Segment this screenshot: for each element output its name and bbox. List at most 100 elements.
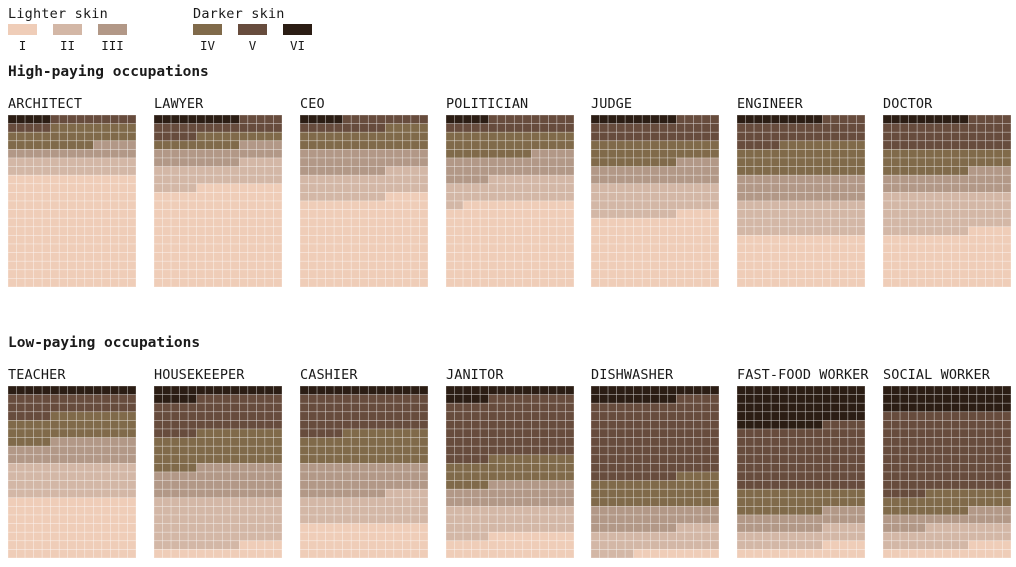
waffle-cell-type-iii [701, 514, 711, 524]
waffle-cell-type-v [624, 445, 634, 456]
waffle-cell-type-iii [701, 174, 711, 185]
waffle-cell-type-i [127, 497, 136, 507]
waffle-cell-type-i [24, 243, 34, 253]
waffle-cell-type-iv [591, 488, 600, 499]
waffle-cell-type-v [633, 420, 643, 430]
waffle-cell-type-vi [745, 402, 755, 413]
waffle-cell-type-i [8, 278, 17, 287]
waffle-cell-type-iv [813, 157, 823, 167]
waffle-cell-type-i [342, 217, 352, 228]
waffle-cell-type-i [204, 217, 215, 228]
waffle-cell-type-v [488, 123, 498, 133]
waffle-cell-type-ii [813, 226, 823, 236]
waffle-cell-type-vi [410, 386, 420, 395]
waffle-cell-type-iii [410, 149, 420, 159]
waffle-cell-type-v [300, 394, 309, 404]
waffle-cell-type-v [33, 394, 43, 404]
waffle-cell-type-v [565, 445, 574, 456]
waffle-cell-type-i [204, 200, 215, 210]
waffle-cell-type-iv [813, 497, 823, 507]
waffle-cell-type-iv [968, 149, 978, 159]
waffle-cell-type-i [230, 192, 240, 202]
waffle-cell-type-iv [933, 488, 944, 499]
waffle-cell-type-ii [419, 183, 428, 193]
waffle-cell-type-iii [221, 157, 232, 167]
waffle-cell-type-v [385, 411, 395, 421]
waffle-cell-type-v [84, 402, 94, 413]
waffle-cell-type-i [359, 549, 369, 558]
waffle-cell-type-iv [273, 131, 282, 142]
waffle-cell-type-iv [162, 445, 172, 456]
waffle-cell-type-iii [641, 174, 652, 185]
waffle-cell-type-iv [204, 445, 215, 456]
waffle-cell-type-v [410, 402, 420, 413]
waffle-cell-type-v [471, 428, 481, 438]
waffle-cell-type-i [58, 506, 69, 516]
waffle-cell-type-vi [162, 386, 172, 395]
waffle-cell-type-i [950, 252, 961, 262]
waffle-cell-type-i [33, 192, 43, 202]
waffle-cell-type-v [770, 463, 780, 473]
waffle-cell-type-v [813, 454, 823, 464]
waffle-cell-type-ii [170, 523, 180, 533]
waffle-cell-type-ii [300, 506, 309, 516]
waffle-cell-type-i [565, 235, 574, 245]
waffle-cell-type-i [127, 174, 136, 185]
waffle-cell-type-iii [376, 480, 386, 490]
waffle-cell-type-ii [419, 166, 428, 176]
waffle-cell-type-v [50, 115, 60, 124]
waffle-cell-type-i [737, 278, 746, 287]
waffle-cell-type-i [213, 260, 223, 271]
waffle-cell-type-i [333, 226, 343, 236]
waffle-cell-type-iv [350, 454, 361, 464]
waffle-cell-type-iii [101, 454, 111, 464]
waffle-cell-type-iii [402, 471, 412, 481]
waffle-cell-type-iv [667, 497, 677, 507]
legend-item-vi: VI [283, 24, 313, 53]
waffle-cell-type-vi [273, 386, 282, 395]
waffle-cell-type-iii [976, 166, 986, 176]
waffle-cell-type-i [993, 549, 1003, 558]
waffle-cell-type-vi [616, 386, 626, 395]
waffle-cell-type-ii [179, 523, 189, 533]
waffle-cell-type-i [33, 217, 43, 228]
waffle-cell-type-vi [813, 402, 823, 413]
waffle-cell-type-v [804, 437, 815, 447]
waffle-cell-type-i [496, 217, 507, 228]
waffle-cell-type-vi [187, 115, 197, 124]
waffle-cell-type-vi [942, 394, 952, 404]
waffle-cell-type-i [462, 226, 472, 236]
waffle-cell-type-ii [8, 166, 17, 176]
waffle-cell-type-v [925, 428, 935, 438]
waffle-cell-type-i [24, 174, 34, 185]
waffle-cell-type-iv [959, 157, 969, 167]
waffle-cell-type-v [813, 471, 823, 481]
waffle-cell-type-iv [230, 140, 240, 150]
waffle-cell-type-ii [162, 174, 172, 185]
waffle-cell-type-i [522, 540, 532, 550]
waffle-cell-type-iv [471, 149, 481, 159]
waffle-cell-type-ii [479, 523, 489, 533]
waffle-cell-type-ii [127, 471, 136, 481]
waffle-cell-type-ii [565, 506, 574, 516]
waffle-cell-type-v [822, 454, 832, 464]
waffle-cell-type-i [24, 226, 34, 236]
waffle-cell-type-iii [813, 514, 823, 524]
waffle-cell-type-i [813, 549, 823, 558]
waffle-cell-type-i [84, 243, 94, 253]
waffle-cell-type-v [196, 411, 206, 421]
waffle-cell-type-ii [410, 488, 420, 499]
waffle-cell-type-iii [908, 523, 918, 533]
waffle-cell-type-vi [101, 386, 111, 395]
waffle-cell-type-ii [916, 217, 926, 228]
waffle-cell-type-iii [367, 471, 378, 481]
waffle-cell-type-ii [847, 217, 857, 228]
waffle-cell-type-i [75, 549, 86, 558]
waffle-cell-type-iv [616, 140, 626, 150]
waffle-cell-type-v [556, 411, 566, 421]
waffle-cell-type-v [513, 445, 524, 456]
occupation-teacher: TEACHER [8, 366, 136, 558]
waffle-cell-type-iv [50, 140, 60, 150]
waffle-cell-type-iv [822, 497, 832, 507]
waffle-cell-type-i [539, 217, 549, 228]
